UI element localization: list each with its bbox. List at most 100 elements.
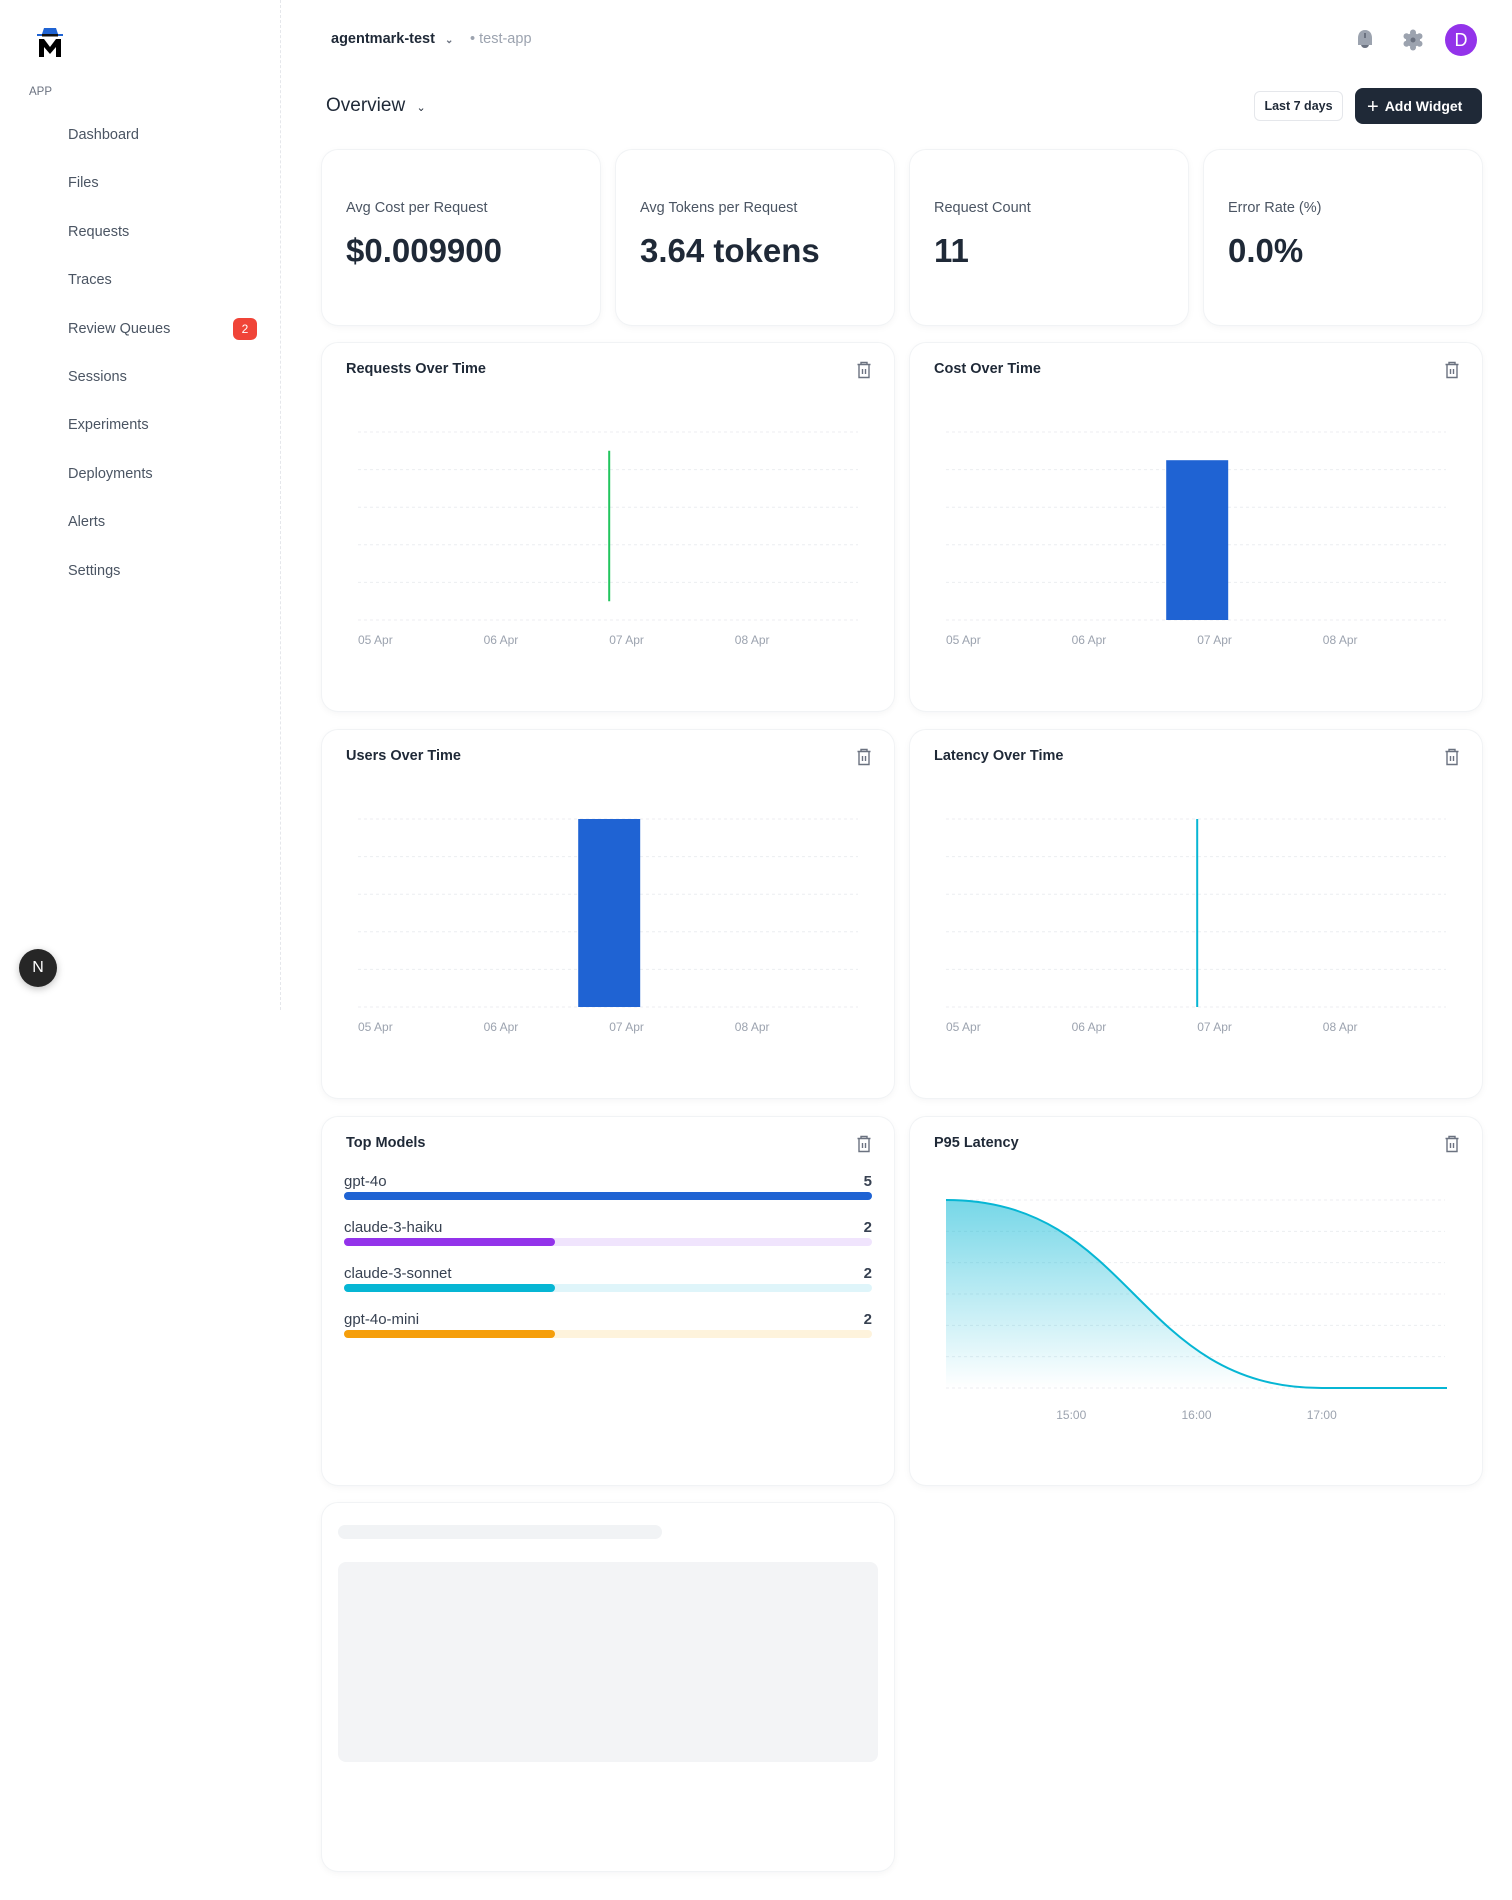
skeleton-title bbox=[338, 1525, 662, 1539]
area-fill bbox=[946, 1200, 1447, 1388]
bar[interactable] bbox=[578, 819, 641, 1007]
page-title: Overview bbox=[326, 95, 406, 116]
sidebar-item-dashboard[interactable]: Dashboard bbox=[68, 127, 139, 143]
user-avatar[interactable]: D bbox=[1445, 24, 1477, 56]
x-tick-label: 07 Apr bbox=[1197, 1020, 1232, 1034]
sidebar-item-label: Traces bbox=[68, 272, 112, 289]
widget-p95-latency: P95 Latency 15:00 16:00 17:00 bbox=[910, 1117, 1482, 1485]
chevron-down-icon: ⌄ bbox=[444, 35, 454, 46]
x-tick-label: 06 Apr bbox=[1072, 1020, 1107, 1034]
skeleton-chart bbox=[338, 1562, 878, 1762]
dot-icon: • bbox=[470, 31, 476, 47]
model-bar-fill bbox=[344, 1238, 556, 1246]
model-name: gpt-4o-mini bbox=[344, 1311, 420, 1328]
section-label: APP bbox=[29, 86, 53, 98]
model-row: gpt-4o-mini 2 bbox=[344, 1311, 872, 1351]
logo-icon[interactable] bbox=[36, 26, 64, 58]
model-count: 2 bbox=[863, 1219, 872, 1236]
plus-icon: + bbox=[1367, 96, 1379, 118]
chevron-down-icon: ⌄ bbox=[416, 102, 426, 114]
app-breadcrumb[interactable]: • test-app bbox=[470, 31, 532, 47]
x-tick-label: 05 Apr bbox=[358, 1020, 393, 1034]
model-bar-fill bbox=[344, 1284, 556, 1292]
sidebar-item-label: Dashboard bbox=[68, 127, 139, 143]
widget-latency: Latency Over Time 05 Apr 06 Apr 07 Apr 08 A… bbox=[910, 730, 1482, 1098]
sidebar-item-files[interactable]: Files bbox=[68, 175, 99, 191]
model-name: claude-3-sonnet bbox=[344, 1265, 452, 1282]
add-widget-button[interactable]: + Add Widget bbox=[1355, 88, 1482, 124]
trash-icon[interactable] bbox=[1444, 748, 1460, 766]
add-widget-label: Add Widget bbox=[1384, 98, 1463, 114]
sidebar-item-requests[interactable]: Requests bbox=[68, 224, 129, 240]
model-bar-track bbox=[344, 1284, 872, 1292]
x-tick-label: 06 Apr bbox=[484, 633, 519, 647]
sidebar-item-traces[interactable]: Traces bbox=[68, 272, 112, 288]
sidebar-item-label: Files bbox=[68, 175, 99, 192]
gear-icon[interactable] bbox=[1402, 29, 1424, 51]
widget-title: Top Models bbox=[346, 1135, 426, 1151]
stat-label: Request Count bbox=[934, 200, 1031, 216]
sidebar-item-label: Sessions bbox=[68, 369, 127, 385]
count-badge: 2 bbox=[233, 317, 257, 340]
stat-label: Avg Tokens per Request bbox=[640, 200, 798, 216]
floating-avatar-button[interactable]: N bbox=[19, 949, 57, 987]
sidebar-item-review-queues[interactable]: Review Queues bbox=[68, 321, 170, 337]
sidebar-item-label: Requests bbox=[68, 223, 130, 240]
sidebar-item-sessions[interactable]: Sessions bbox=[68, 369, 127, 385]
trash-icon[interactable] bbox=[856, 748, 872, 766]
widget-title: Requests Over Time bbox=[346, 361, 486, 377]
stat-label: Avg Cost per Request bbox=[346, 200, 488, 216]
model-bar-fill bbox=[344, 1330, 556, 1338]
x-tick-label: 05 Apr bbox=[358, 633, 393, 647]
trash-icon[interactable] bbox=[856, 361, 872, 379]
sidebar-item-settings[interactable]: Settings bbox=[68, 563, 120, 579]
trash-icon[interactable] bbox=[1444, 361, 1460, 379]
app-name: test-app bbox=[479, 31, 532, 47]
sidebar-item-deployments[interactable]: Deployments bbox=[68, 466, 153, 482]
x-tick-label: 08 Apr bbox=[1323, 633, 1358, 647]
org-switcher[interactable]: agentmark-test ⌄ bbox=[331, 31, 453, 47]
model-bar-fill bbox=[344, 1192, 872, 1200]
widget-requests: Requests Over Time 05 Apr 06 Apr 07 Apr 08 … bbox=[322, 343, 894, 711]
trash-icon[interactable] bbox=[856, 1135, 872, 1153]
dashboard-selector[interactable]: Overview ⌄ bbox=[326, 95, 426, 117]
sidebar-item-experiments[interactable]: Experiments bbox=[68, 417, 149, 433]
users-chart: 05 Apr 06 Apr 07 Apr 08 Apr bbox=[358, 818, 858, 1034]
date-range-button[interactable]: Last 7 days bbox=[1254, 91, 1343, 121]
widget-users: Users Over Time 05 Apr 06 Apr 07 Apr 08 Apr bbox=[322, 730, 894, 1098]
model-row: claude-3-sonnet 2 bbox=[344, 1265, 872, 1305]
stat-value: $0.009900 bbox=[346, 232, 502, 269]
x-tick-label: 06 Apr bbox=[484, 1020, 519, 1034]
model-bar-track bbox=[344, 1330, 872, 1338]
model-row: gpt-4o 5 bbox=[344, 1173, 872, 1213]
stat-card: Avg Cost per Request $0.009900 bbox=[322, 150, 600, 325]
widget-title: Cost Over Time bbox=[934, 361, 1041, 377]
sidebar-item-label: Deployments bbox=[68, 465, 153, 482]
x-tick-label: 05 Apr bbox=[946, 633, 981, 647]
widget-top-models: Top Models gpt-4o 5 claude-3-haiku 2 claude-… bbox=[322, 1117, 894, 1485]
sidebar-item-alerts[interactable]: Alerts bbox=[68, 514, 105, 530]
model-count: 5 bbox=[863, 1173, 872, 1190]
x-tick-label: 08 Apr bbox=[735, 1020, 770, 1034]
bell-icon[interactable] bbox=[1355, 28, 1375, 52]
widget-cost: Cost Over Time 05 Apr 06 Apr 07 Apr 08 Apr bbox=[910, 343, 1482, 711]
trash-icon[interactable] bbox=[1444, 1135, 1460, 1153]
requests-chart: 05 Apr 06 Apr 07 Apr 08 Apr bbox=[358, 431, 858, 647]
sidebar-item-label: Experiments bbox=[68, 417, 149, 434]
stat-label: Error Rate (%) bbox=[1228, 200, 1322, 216]
model-bar-track bbox=[344, 1192, 872, 1200]
bar[interactable] bbox=[1166, 460, 1229, 620]
stat-card: Error Rate (%) 0.0% bbox=[1204, 150, 1482, 325]
x-tick-label: 17:00 bbox=[1307, 1408, 1337, 1422]
model-count: 2 bbox=[863, 1311, 872, 1328]
x-tick-label: 08 Apr bbox=[735, 633, 770, 647]
model-name: gpt-4o bbox=[344, 1173, 387, 1190]
sidebar-item-label: Alerts bbox=[68, 514, 106, 531]
widget-title: Latency Over Time bbox=[934, 748, 1064, 764]
area-line bbox=[945, 1199, 1447, 1389]
widget-loading-skeleton bbox=[322, 1503, 894, 1871]
stat-card: Request Count 11 bbox=[910, 150, 1188, 325]
org-name: agentmark-test bbox=[331, 31, 435, 47]
x-tick-label: 05 Apr bbox=[946, 1020, 981, 1034]
widget-title: P95 Latency bbox=[934, 1135, 1019, 1151]
